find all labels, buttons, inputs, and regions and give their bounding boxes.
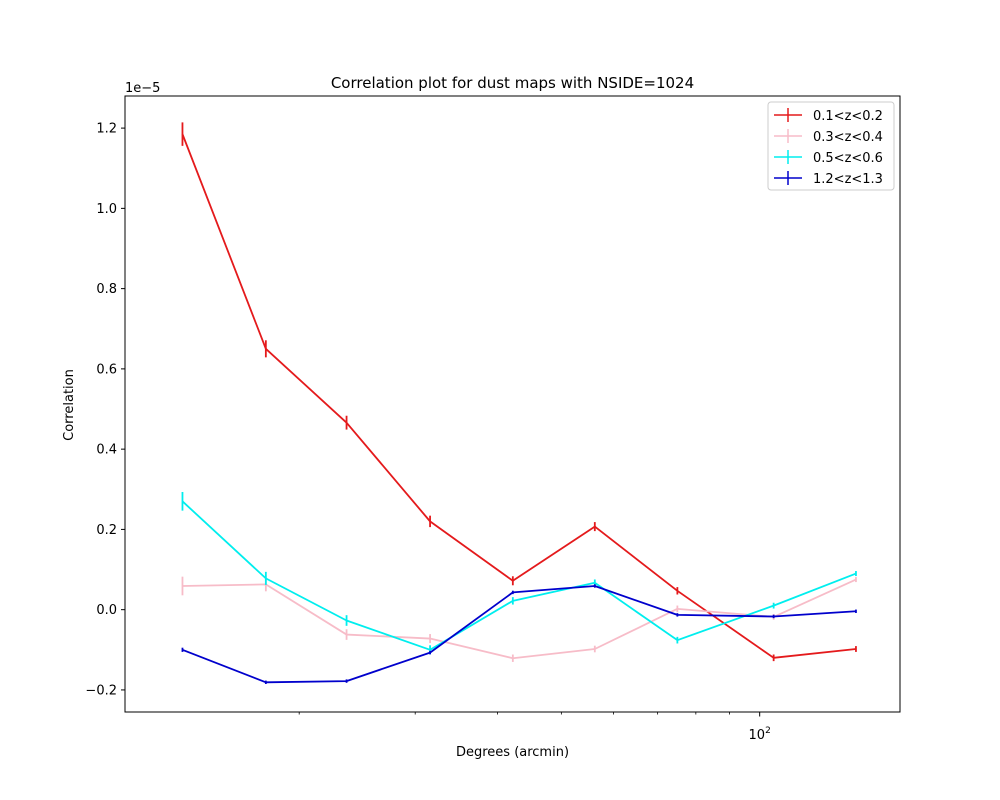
- legend-label: 1.2<z<1.3: [813, 172, 883, 187]
- series-1: [181, 122, 857, 662]
- legend-label: 0.3<z<0.4: [813, 130, 883, 145]
- y-tick-label: 0.8: [96, 282, 117, 297]
- series-line: [182, 585, 857, 684]
- legend-entry: 0.5<z<0.6: [774, 150, 883, 166]
- y-tick-label: 1.0: [96, 202, 117, 217]
- legend-entry: 0.1<z<0.2: [774, 108, 883, 124]
- y-tick-label: 0.0: [96, 603, 117, 618]
- series-layer: [181, 122, 857, 685]
- x-axis-ticks: 102: [298, 712, 771, 743]
- y-axis-label: Correlation: [62, 369, 77, 441]
- legend-label: 0.5<z<0.6: [813, 151, 883, 166]
- chart-title: Correlation plot for dust maps with NSID…: [331, 74, 694, 92]
- legend-box: [767, 101, 895, 191]
- x-tick-label: 102: [749, 726, 771, 743]
- y-offset-label: 1e−5: [125, 81, 160, 96]
- legend-entry: 0.3<z<0.4: [774, 129, 883, 145]
- y-tick-label: 0.2: [96, 523, 117, 538]
- y-axis-ticks: −0.2 0.0 0.2 0.4 0.6 0.8 1.0 1.2: [85, 122, 125, 698]
- series-2: [181, 576, 857, 662]
- y-tick-label: 0.4: [96, 443, 117, 458]
- y-tick-label: −0.2: [85, 683, 117, 698]
- legend-label: 0.1<z<0.2: [813, 109, 883, 124]
- legend-entry: 1.2<z<1.3: [774, 171, 883, 187]
- series-3: [181, 491, 857, 655]
- y-tick-label: 1.2: [96, 122, 117, 137]
- x-axis-label: Degrees (arcmin): [456, 745, 569, 760]
- series-4: [181, 584, 857, 685]
- plot-frame: [124, 95, 901, 713]
- y-tick-label: 0.6: [96, 362, 117, 377]
- legend: 0.1<z<0.2 0.3<z<0.4 0.5<z<0.6 1.2<z<1.3: [767, 101, 895, 191]
- series-line: [181, 133, 857, 659]
